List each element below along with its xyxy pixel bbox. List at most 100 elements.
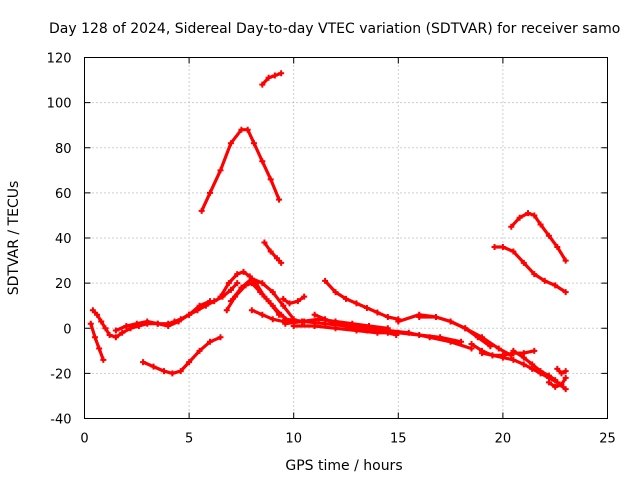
data-point bbox=[487, 343, 494, 350]
data-point bbox=[384, 329, 391, 336]
data-point bbox=[531, 271, 538, 278]
data-point bbox=[207, 298, 214, 305]
data-point bbox=[562, 257, 569, 264]
y-tick-label: 0 bbox=[63, 322, 71, 337]
data-point bbox=[343, 295, 349, 302]
data-point bbox=[94, 311, 101, 318]
data-point bbox=[499, 244, 506, 251]
y-axis-label: SDTVAR / TECUs bbox=[6, 181, 22, 296]
data-series-pass-25 bbox=[547, 376, 568, 389]
data-point bbox=[278, 259, 285, 266]
data-point bbox=[531, 347, 538, 354]
data-point bbox=[217, 293, 224, 300]
data-point bbox=[271, 72, 278, 79]
data-point bbox=[269, 316, 276, 323]
chart-title: Day 128 of 2024, Sidereal Day-to-day VTE… bbox=[49, 21, 620, 37]
data-point bbox=[554, 244, 561, 251]
data-point bbox=[311, 311, 318, 318]
data-point bbox=[282, 320, 289, 327]
data-point bbox=[98, 318, 105, 325]
data-point bbox=[552, 383, 559, 390]
axis-ticks: 0 5 10 15 20 25 -40 -20 0 20 40 60 80 100 120 bbox=[47, 52, 616, 447]
data-traces bbox=[87, 70, 569, 393]
x-tick-label: 25 bbox=[599, 432, 616, 447]
data-point bbox=[541, 277, 548, 284]
data-point bbox=[478, 350, 485, 357]
x-tick-label: 15 bbox=[390, 432, 407, 447]
data-point bbox=[393, 332, 400, 339]
data-series-pass-01 bbox=[91, 281, 239, 339]
data-point bbox=[516, 214, 523, 221]
data-point bbox=[250, 140, 257, 147]
data-point bbox=[520, 259, 527, 266]
data-point bbox=[432, 313, 439, 320]
data-point bbox=[510, 356, 517, 363]
data-point bbox=[363, 327, 370, 334]
data-point bbox=[374, 327, 381, 334]
data-point bbox=[447, 318, 454, 325]
data-point bbox=[265, 74, 272, 81]
data-point bbox=[520, 354, 527, 361]
data-point bbox=[198, 207, 205, 214]
data-point bbox=[217, 167, 224, 174]
plot-frame bbox=[84, 57, 608, 419]
y-tick-label: 40 bbox=[55, 232, 72, 247]
data-point bbox=[232, 293, 239, 300]
x-axis-label: GPS time / hours bbox=[285, 458, 402, 474]
data-point bbox=[207, 338, 214, 345]
data-point bbox=[562, 368, 569, 375]
grid bbox=[84, 57, 608, 419]
data-point bbox=[545, 372, 552, 379]
x-tick-label: 20 bbox=[495, 432, 512, 447]
data-point bbox=[558, 381, 565, 388]
data-point bbox=[322, 316, 329, 323]
data-series-pass-12 bbox=[281, 295, 306, 305]
data-point bbox=[278, 70, 285, 77]
data-point bbox=[276, 196, 283, 203]
data-point bbox=[299, 318, 306, 325]
data-point bbox=[238, 126, 245, 133]
y-tick-label: 60 bbox=[55, 187, 72, 202]
data-point bbox=[267, 248, 274, 255]
data-point bbox=[96, 345, 103, 352]
y-tick-label: 80 bbox=[55, 142, 72, 157]
data-point bbox=[343, 322, 349, 329]
data-point bbox=[100, 356, 107, 363]
data-point bbox=[87, 320, 94, 327]
data-point bbox=[123, 322, 130, 329]
data-point bbox=[269, 289, 276, 296]
data-point bbox=[257, 289, 264, 296]
data-point bbox=[186, 359, 193, 366]
data-point bbox=[273, 255, 280, 262]
data-point bbox=[520, 361, 527, 368]
data-point bbox=[248, 307, 255, 314]
data-point bbox=[265, 298, 272, 305]
data-point bbox=[196, 302, 203, 309]
data-point bbox=[207, 189, 214, 196]
data-point bbox=[474, 334, 481, 341]
data-point bbox=[259, 158, 266, 165]
data-point bbox=[217, 334, 224, 341]
y-tick-label: 120 bbox=[47, 52, 72, 67]
data-point bbox=[165, 322, 172, 329]
data-point bbox=[119, 329, 126, 336]
y-tick-label: 100 bbox=[47, 97, 72, 112]
x-tick-label: 5 bbox=[185, 432, 193, 447]
data-point bbox=[508, 223, 515, 230]
data-point bbox=[106, 332, 113, 339]
data-point bbox=[154, 320, 161, 327]
data-point bbox=[280, 302, 287, 309]
data-point bbox=[301, 293, 308, 300]
data-point bbox=[384, 313, 391, 320]
y-tick-label: 20 bbox=[55, 277, 72, 292]
data-point bbox=[537, 221, 544, 228]
y-tick-label: -20 bbox=[50, 367, 71, 382]
data-point bbox=[374, 309, 381, 316]
data-point bbox=[286, 300, 293, 307]
data-point bbox=[276, 311, 283, 318]
data-point bbox=[227, 286, 234, 293]
data-point bbox=[366, 322, 373, 329]
data-point bbox=[395, 318, 402, 325]
data-point bbox=[552, 282, 559, 289]
